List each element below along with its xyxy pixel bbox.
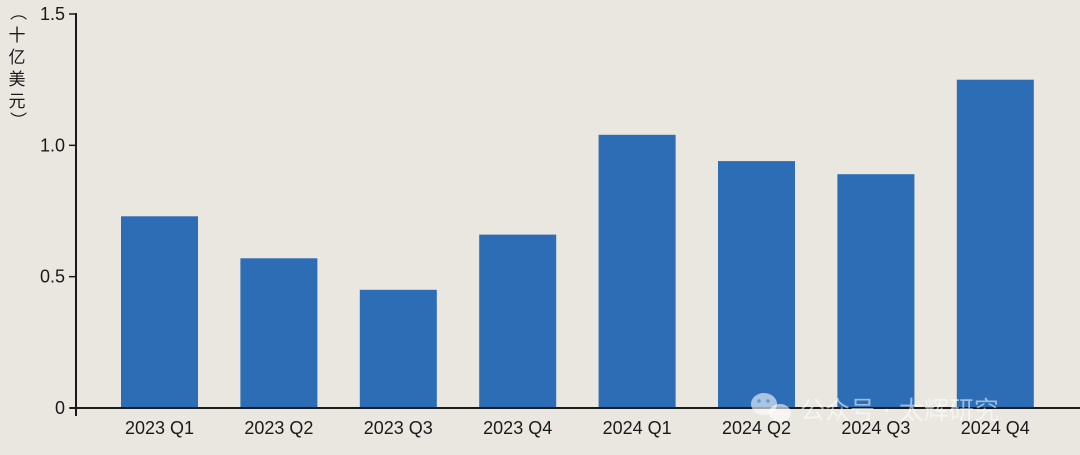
x-tick-label: 2024 Q3 — [841, 418, 910, 438]
y-tick-label: 0 — [55, 398, 65, 418]
bar-2024-q3 — [837, 174, 915, 408]
y-axis-label-char: （ — [7, 4, 27, 21]
axes-layer: 0 0.5 1.0 1.5 2023 Q1 2023 Q2 2023 Q3 2023 Q4 20… — [40, 4, 1080, 438]
wechat-icon — [751, 393, 791, 422]
x-tick-label: 2023 Q1 — [125, 418, 194, 438]
y-axis-label-char: ） — [7, 112, 27, 129]
x-tick-label: 2023 Q3 — [364, 418, 433, 438]
bars-layer — [121, 79, 1034, 409]
y-tick-label: 0.5 — [40, 267, 65, 287]
y-tick-label: 1.0 — [40, 135, 65, 155]
x-tick-label: 2024 Q1 — [603, 418, 672, 438]
watermark-text: 公众号 · 太辉研究 — [800, 396, 999, 425]
bar-2024-q2 — [718, 161, 795, 408]
x-tick-label: 2023 Q2 — [244, 418, 313, 438]
y-tick-label: 1.5 — [40, 4, 65, 24]
bar-2023-q1 — [121, 216, 198, 408]
y-axis-label-char: 美 — [9, 70, 26, 90]
y-axis-label-char: 亿 — [9, 48, 26, 68]
x-tick-label: 2023 Q4 — [483, 418, 552, 438]
bar-2023-q4 — [479, 234, 557, 408]
x-tick-label: 2024 Q2 — [722, 418, 791, 438]
watermark: 公众号 · 太辉研究 — [751, 393, 999, 425]
bar-2024-q4 — [956, 79, 1034, 408]
bar-2024-q1 — [598, 134, 676, 409]
y-axis-label-char: 十 — [9, 26, 26, 46]
x-tick-label: 2024 Q4 — [961, 418, 1030, 438]
bar-2023-q3 — [359, 289, 437, 408]
bar-2023-q2 — [240, 258, 318, 408]
y-axis-label-char: 元 — [9, 92, 26, 112]
